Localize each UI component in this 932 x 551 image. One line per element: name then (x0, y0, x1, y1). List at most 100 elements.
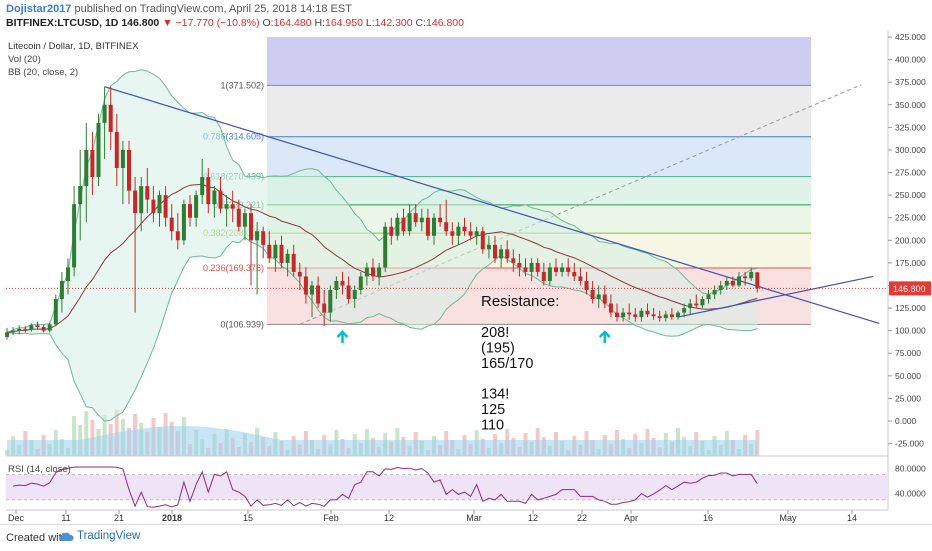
candle-body (572, 271, 577, 277)
volume-ma-area (7, 426, 758, 456)
annotation-line: 110 (481, 417, 504, 433)
candle-body (230, 204, 235, 209)
annotation-line: 208! (481, 325, 509, 341)
candle-body (511, 258, 516, 263)
candle-body (480, 231, 485, 250)
close-value: 146.800 (426, 17, 464, 29)
price-tag-label: 146.800 (893, 284, 926, 294)
candle-body (218, 190, 223, 209)
candle-body (53, 299, 58, 325)
candle-body (255, 231, 260, 241)
y-tick-label: 175.000 (895, 258, 926, 268)
x-tick-label: Apr (624, 513, 638, 523)
low-label: L: (365, 17, 375, 29)
fib-level-label: 0(106.939) (220, 319, 264, 329)
candle-body (127, 149, 131, 191)
high-label: H: (314, 17, 325, 29)
uptrend-line (677, 275, 874, 318)
y-tick-label: 275.000 (895, 168, 926, 178)
candle-body (450, 231, 455, 236)
candle-body (669, 314, 674, 318)
volume-bar (72, 416, 77, 456)
candle-body (346, 285, 351, 300)
price-tag (889, 281, 931, 296)
candle-body (261, 231, 266, 245)
candle-body (584, 280, 589, 290)
candle-body (724, 280, 729, 286)
price-change: ▼ −17.770 (−10.8%) (162, 17, 260, 29)
candle-body (17, 328, 22, 331)
candle-body (114, 131, 119, 169)
candle-body (383, 226, 388, 268)
candle-body (712, 289, 717, 295)
candle-body (358, 276, 363, 290)
candle-body (730, 280, 735, 286)
tradingview-logo[interactable]: TradingView (58, 530, 140, 542)
candle-body (596, 294, 601, 300)
candle-body (633, 314, 638, 318)
published-text: published on TradingView.com, April 25, … (74, 3, 352, 15)
candle-body (468, 231, 473, 236)
cloud-icon (59, 532, 74, 541)
price-chart[interactable]: 1(371.502)0.786(314.605)0.618(270.439)0.… (0, 0, 932, 524)
candle-body (621, 312, 626, 318)
candle-body (328, 289, 333, 313)
x-tick-label: 2018 (162, 513, 182, 523)
y-tick-label: 350.000 (895, 100, 926, 110)
candle-body (108, 104, 113, 132)
close-label: C: (415, 17, 427, 29)
candle-body (590, 289, 595, 300)
y-tick-label: -25.000 (895, 439, 924, 449)
candle-body (224, 204, 229, 209)
candle-body (755, 272, 760, 289)
y-tick-label: 250.000 (895, 190, 926, 200)
open-label: O: (262, 17, 274, 29)
x-tick-label: Feb (323, 513, 339, 523)
x-tick-label: 15 (243, 513, 253, 523)
candle-body (554, 267, 558, 272)
fib-level-label: 0.236(169.376) (203, 263, 264, 273)
candle-body (566, 267, 571, 272)
y-tick-label: 75.000 (895, 348, 921, 358)
candle-body (139, 186, 144, 214)
candle-body (181, 204, 186, 241)
annotation-line: 134! (481, 387, 509, 403)
last-price: 146.800 (121, 17, 160, 29)
legend-title: Litecoin / Dollar, 1D, BITFINEX (8, 41, 139, 52)
x-tick-label: May (779, 513, 797, 523)
candle-body (749, 271, 754, 279)
y-tick-label: 375.000 (895, 77, 926, 87)
candle-body (547, 267, 552, 281)
candle-body (322, 303, 327, 313)
candle-body (297, 271, 302, 277)
candle-body (175, 231, 180, 241)
y-tick-label: 50.000 (895, 371, 921, 381)
candle-body (694, 303, 699, 306)
open-value: 164.480 (273, 17, 312, 29)
candle-body (560, 267, 565, 272)
candle-body (682, 308, 687, 313)
candle-body (425, 217, 430, 236)
candle-body (608, 303, 613, 313)
x-tick-label: Mar (466, 513, 482, 523)
candle-body (29, 325, 34, 330)
candle-body (41, 327, 46, 331)
y-tick-label: 200.000 (895, 235, 926, 245)
candle-body (334, 280, 339, 290)
x-tick-label: Dec (8, 513, 25, 523)
candle-body (432, 217, 436, 236)
y-tick-label: 425.000 (895, 32, 926, 42)
trendlines (6, 86, 888, 324)
symbol: BITFINEX:LTCUSD, 1D (6, 17, 119, 29)
fib-zone (267, 176, 811, 205)
rsi-pane: 80.0000 40.0000 (6, 463, 926, 508)
low-value: 142.300 (374, 17, 413, 29)
legend-rsi: RSI (14, close) (8, 464, 71, 475)
candles (5, 86, 760, 340)
fib-level-label: 0.786(314.605) (203, 132, 264, 142)
candle-body (72, 204, 77, 268)
author-link[interactable]: Dojistar2017 (6, 3, 72, 15)
candle-body (96, 122, 101, 178)
downtrend-line (104, 86, 880, 324)
